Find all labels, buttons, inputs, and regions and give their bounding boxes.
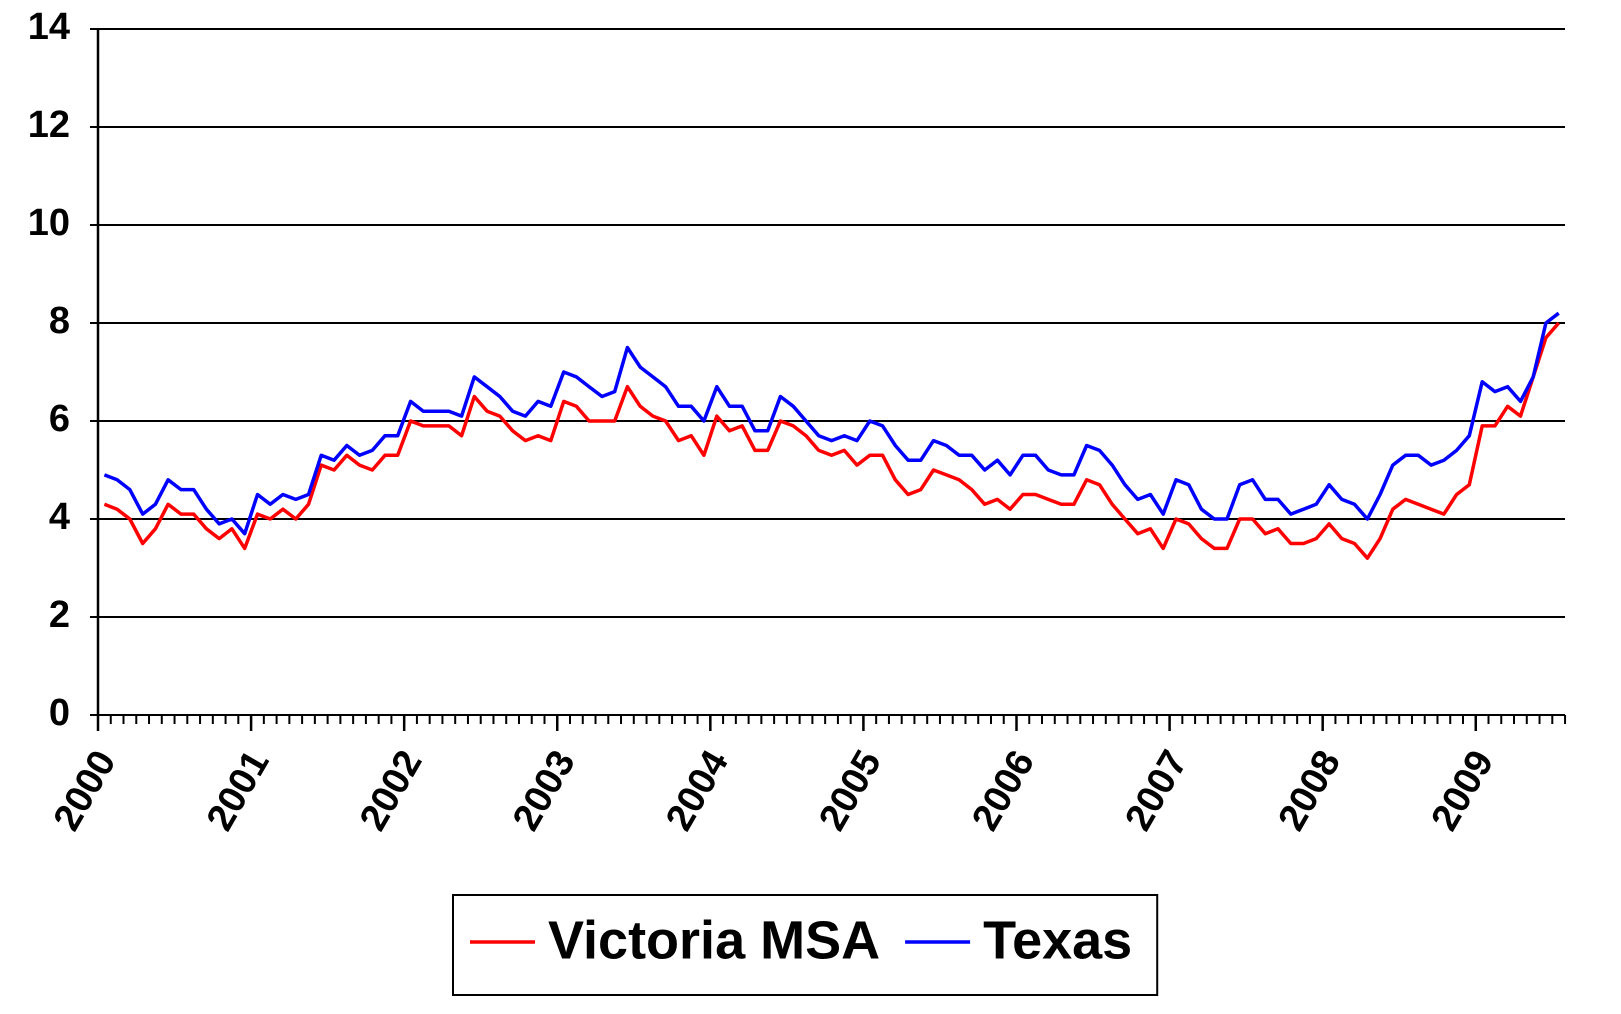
x-tick-label: 2005 [811,744,890,838]
series-line [103,311,1560,536]
x-tick-label: 2009 [1424,744,1503,838]
x-tick-label: 2004 [658,744,737,838]
x-tick-label: 2001 [199,744,278,838]
x-tick-label: 2002 [352,744,431,838]
y-tick-label: 10 [28,202,70,244]
y-tick-label: 6 [49,398,70,440]
y-tick-label: 12 [28,104,70,146]
legend-box [452,894,1159,996]
legend-label: Texas [983,910,1132,970]
y-tick-label: 8 [49,300,70,342]
y-tick-label: 0 [49,692,70,734]
x-tick-label: 2000 [46,744,125,838]
x-tick-label: 2007 [1117,744,1196,838]
legend-label: Victoria MSA [548,910,880,970]
y-tick-label: 14 [28,6,70,48]
x-tick-label: 2006 [964,744,1043,838]
x-tick-label: 2008 [1271,744,1350,838]
y-tick-label: 2 [49,594,70,636]
series-line [103,321,1561,560]
x-tick-label: 2003 [505,744,584,838]
y-tick-label: 4 [49,496,70,538]
